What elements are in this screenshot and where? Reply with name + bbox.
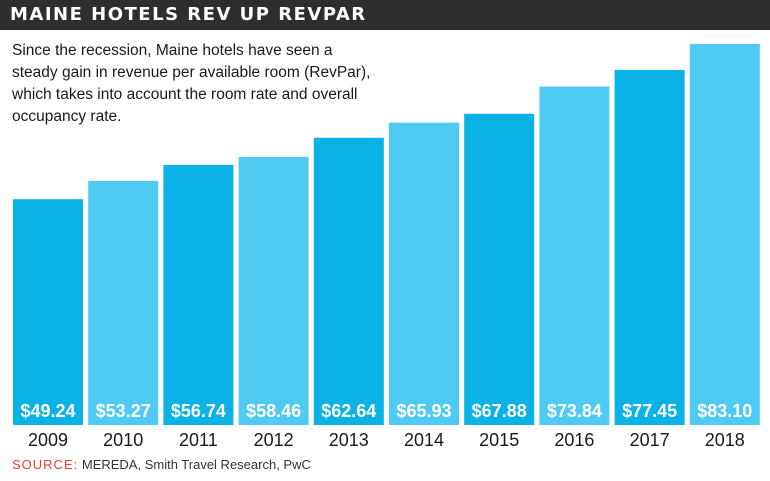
source-text: MEREDA, Smith Travel Research, PwC xyxy=(81,457,311,472)
bar-2014 xyxy=(389,122,459,425)
x-tick-label-2016: 2016 xyxy=(554,430,594,450)
bar-2011 xyxy=(163,164,234,425)
bar-2013 xyxy=(313,137,384,426)
value-label-2012: $58.46 xyxy=(246,401,301,421)
bar-2018 xyxy=(689,44,760,425)
x-tick-label-2018: 2018 xyxy=(705,430,745,450)
x-tick-label-2013: 2013 xyxy=(329,430,369,450)
value-label-2015: $67.88 xyxy=(472,401,527,421)
x-tick-label-2012: 2012 xyxy=(254,430,294,450)
x-tick-label-2017: 2017 xyxy=(630,430,670,450)
value-label-2010: $53.27 xyxy=(96,401,151,421)
source-label: SOURCE: xyxy=(12,457,79,472)
x-tick-label-2015: 2015 xyxy=(479,430,519,450)
bar-2010 xyxy=(88,180,159,425)
value-label-2013: $62.64 xyxy=(321,401,376,421)
bar-2015 xyxy=(464,113,535,426)
chart-title: MAINE HOTELS REV UP REVPAR xyxy=(10,4,367,25)
chart-description: Since the recession, Maine hotels have s… xyxy=(12,42,371,125)
x-tick-label-2010: 2010 xyxy=(103,430,143,450)
chart-header: MAINE HOTELS REV UP REVPAR xyxy=(0,0,770,30)
value-label-2018: $83.10 xyxy=(697,401,752,421)
value-label-2017: $77.45 xyxy=(622,401,677,421)
value-label-2009: $49.24 xyxy=(20,401,75,421)
x-tick-label-2014: 2014 xyxy=(404,430,444,450)
bar-2017 xyxy=(614,69,685,426)
bar-2009 xyxy=(13,199,83,425)
value-label-2016: $73.84 xyxy=(547,401,602,421)
bar-2012 xyxy=(238,157,309,425)
x-tick-label-2009: 2009 xyxy=(28,430,68,450)
bar-2016 xyxy=(539,86,610,425)
value-label-2014: $65.93 xyxy=(396,401,451,421)
source-note: SOURCE: MEREDA, Smith Travel Research, P… xyxy=(12,457,311,472)
value-label-2011: $56.74 xyxy=(171,401,226,421)
x-tick-label-2011: 2011 xyxy=(179,430,218,450)
